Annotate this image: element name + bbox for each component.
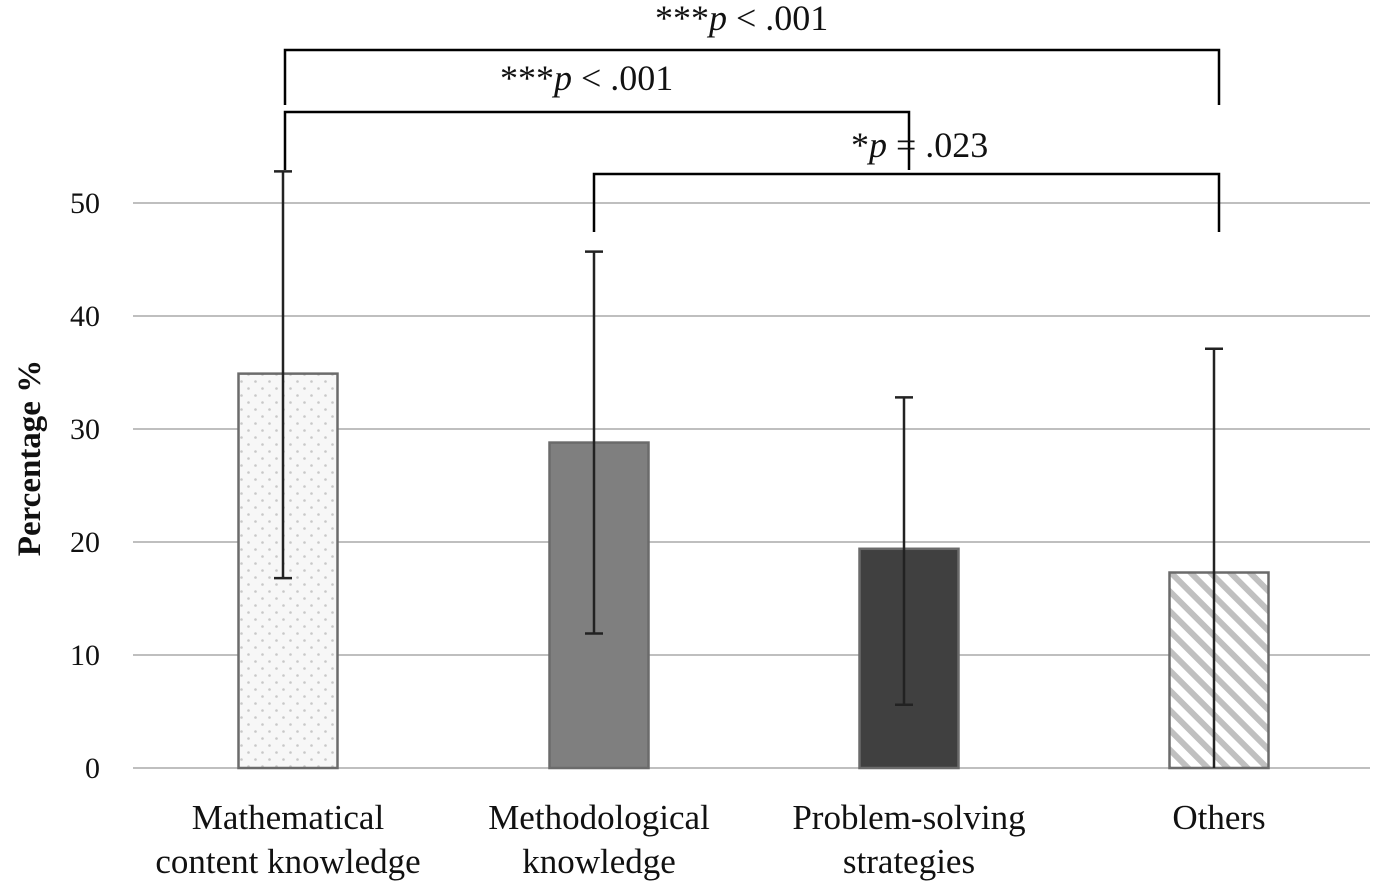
y-tick-label: 10 bbox=[70, 639, 100, 672]
x-tick-label: Others bbox=[1172, 798, 1265, 837]
bars bbox=[237, 372, 1270, 770]
y-tick-label: 30 bbox=[70, 413, 100, 446]
y-tick-label: 50 bbox=[70, 187, 100, 220]
y-tick-label: 20 bbox=[70, 526, 100, 559]
significance-label: ***p < .001 bbox=[655, 0, 828, 38]
significance-label: ***p < .001 bbox=[500, 58, 673, 98]
x-tick-label: content knowledge bbox=[155, 842, 420, 881]
y-axis-title: Percentage % bbox=[12, 360, 48, 556]
significance-brackets: ***p < .001 ***p < .001 *p = .023 bbox=[283, 0, 1221, 232]
error-bars bbox=[274, 170, 1223, 768]
significance-bracket bbox=[283, 110, 911, 170]
grid-lines bbox=[133, 202, 1370, 769]
bar bbox=[1168, 571, 1270, 770]
x-tick-label: knowledge bbox=[522, 842, 676, 881]
bar bbox=[858, 547, 960, 770]
x-tick-label: Methodological bbox=[488, 798, 710, 837]
significance-bracket bbox=[592, 172, 1221, 232]
y-tick-label: 40 bbox=[70, 300, 100, 333]
bar bbox=[548, 441, 650, 770]
x-tick-label: Problem-solving bbox=[792, 798, 1025, 837]
x-tick-label: strategies bbox=[843, 842, 975, 881]
x-tick-label: Mathematical bbox=[192, 798, 385, 837]
y-tick-label: 0 bbox=[85, 752, 100, 785]
significance-label: *p = .023 bbox=[851, 125, 988, 165]
significance-bracket bbox=[283, 48, 1221, 105]
y-axis-ticks: 0 10 20 30 40 50 bbox=[70, 187, 100, 785]
x-axis-labels: Mathematical content knowledge Methodologi… bbox=[155, 798, 1265, 881]
bar bbox=[237, 372, 339, 770]
